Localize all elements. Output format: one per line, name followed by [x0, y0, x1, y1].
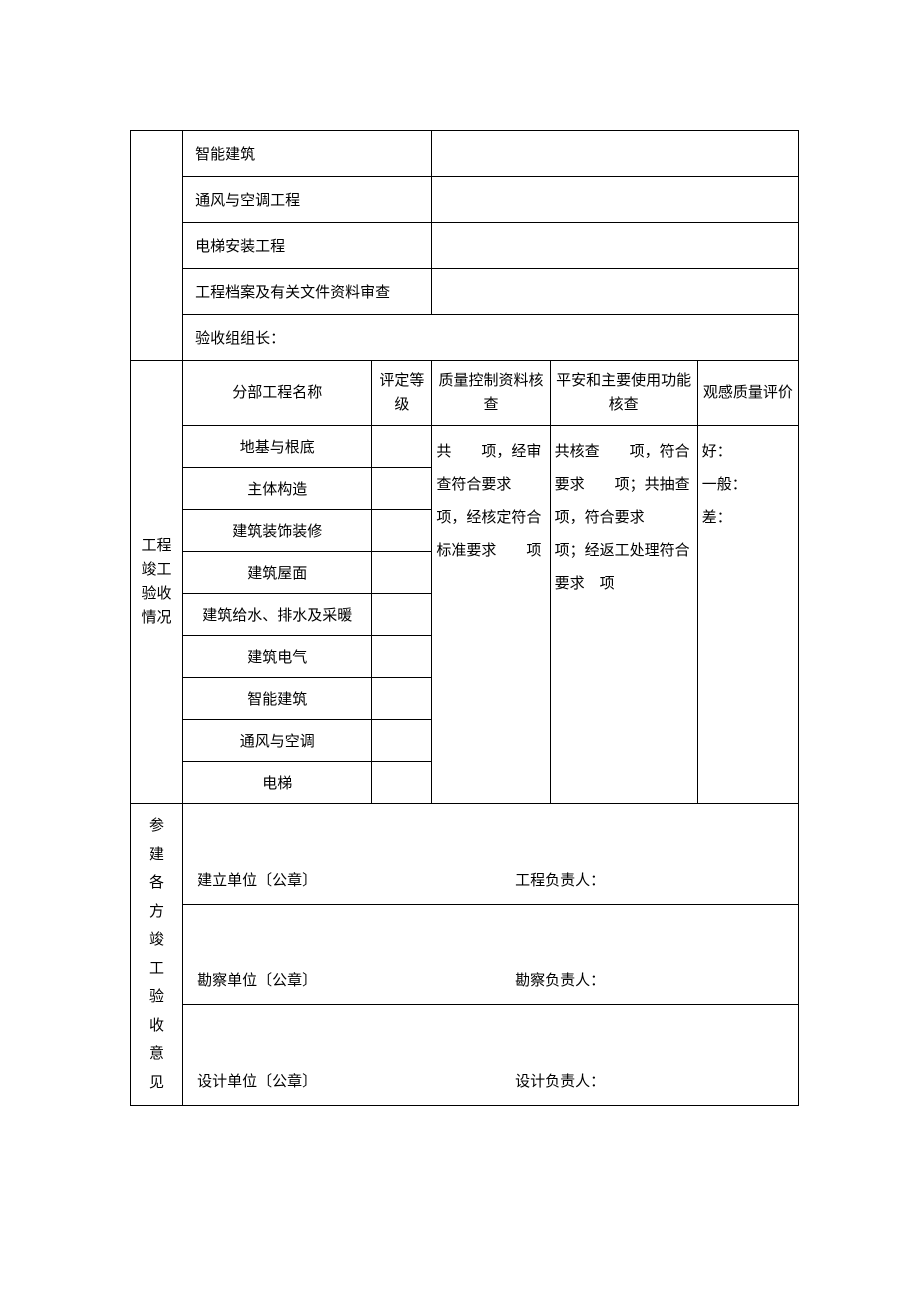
signature-block: 勘察单位〔公章〕 勘察负责人： — [183, 904, 799, 1005]
item-name: 地基与根底 — [183, 426, 372, 468]
form-table: 智能建筑 通风与空调工程 电梯安装工程 工程档案及有关文件资料审查 验收组组长：… — [130, 130, 799, 1106]
col-header: 分部工程名称 — [183, 361, 372, 426]
item-name: 建筑电气 — [183, 636, 372, 678]
item-value — [432, 177, 799, 223]
row-leader: 验收组组长： — [131, 315, 799, 361]
col-header: 平安和主要使用功能核查 — [550, 361, 697, 426]
col-header: 评定等级 — [372, 361, 432, 426]
col-header: 观感质量评价 — [697, 361, 798, 426]
sig-left: 勘察单位〔公章〕 — [197, 969, 515, 990]
grade-cell — [372, 426, 432, 468]
item-value — [432, 223, 799, 269]
sig-left: 建立单位〔公章〕 — [197, 869, 515, 890]
col4-text: 共核查 项，符合要求 项；共抽查 项，符合要求 项；经返工处理符合要求 项 — [550, 426, 697, 804]
item-name: 主体构造 — [183, 468, 372, 510]
col3-text: 共 项，经审查符合要求 项，经核定符合标准要求 项 — [432, 426, 550, 804]
row-item: 电梯安装工程 — [131, 223, 799, 269]
item-name: 建筑给水、排水及采暖 — [183, 594, 372, 636]
section3-row: 设计单位〔公章〕 设计负责人： — [131, 1005, 799, 1106]
section3-vlabel: 参建各方竣工验收意见 — [131, 804, 183, 1106]
section2-row: 地基与根底 共 项，经审查符合要求 项，经核定符合标准要求 项 共核查 项，符合… — [131, 426, 799, 468]
row-item: 智能建筑 — [131, 131, 799, 177]
row-item: 工程档案及有关文件资料审查 — [131, 269, 799, 315]
section1-vlabel — [131, 131, 183, 361]
grade-cell — [372, 636, 432, 678]
grade-cell — [372, 720, 432, 762]
leader-label: 验收组组长： — [183, 315, 799, 361]
grade-cell — [372, 594, 432, 636]
item-name: 通风与空调 — [183, 720, 372, 762]
item-label: 智能建筑 — [183, 131, 432, 177]
signature-block: 设计单位〔公章〕 设计负责人： — [183, 1005, 799, 1106]
grade-cell — [372, 552, 432, 594]
item-label: 工程档案及有关文件资料审查 — [183, 269, 432, 315]
item-name: 建筑装饰装修 — [183, 510, 372, 552]
item-name: 电梯 — [183, 762, 372, 804]
sig-right: 设计负责人： — [515, 1070, 786, 1091]
grade-cell — [372, 762, 432, 804]
sig-left: 设计单位〔公章〕 — [197, 1070, 515, 1091]
sig-right: 勘察负责人： — [515, 969, 786, 990]
section2-vlabel: 工程竣工验收情况 — [131, 361, 183, 804]
grade-cell — [372, 678, 432, 720]
item-name: 智能建筑 — [183, 678, 372, 720]
section2-header: 工程竣工验收情况 分部工程名称 评定等级 质量控制资料核查 平安和主要使用功能核… — [131, 361, 799, 426]
section3-row: 勘察单位〔公章〕 勘察负责人： — [131, 904, 799, 1005]
grade-cell — [372, 468, 432, 510]
sig-right: 工程负责人： — [515, 869, 786, 890]
item-label: 电梯安装工程 — [183, 223, 432, 269]
col-header: 质量控制资料核查 — [432, 361, 550, 426]
item-value — [432, 269, 799, 315]
item-label: 通风与空调工程 — [183, 177, 432, 223]
item-value — [432, 131, 799, 177]
section3-row: 参建各方竣工验收意见 建立单位〔公章〕 工程负责人： — [131, 804, 799, 905]
col5-text: 好： 一般： 差： — [697, 426, 798, 804]
item-name: 建筑屋面 — [183, 552, 372, 594]
row-item: 通风与空调工程 — [131, 177, 799, 223]
grade-cell — [372, 510, 432, 552]
signature-block: 建立单位〔公章〕 工程负责人： — [183, 804, 799, 905]
